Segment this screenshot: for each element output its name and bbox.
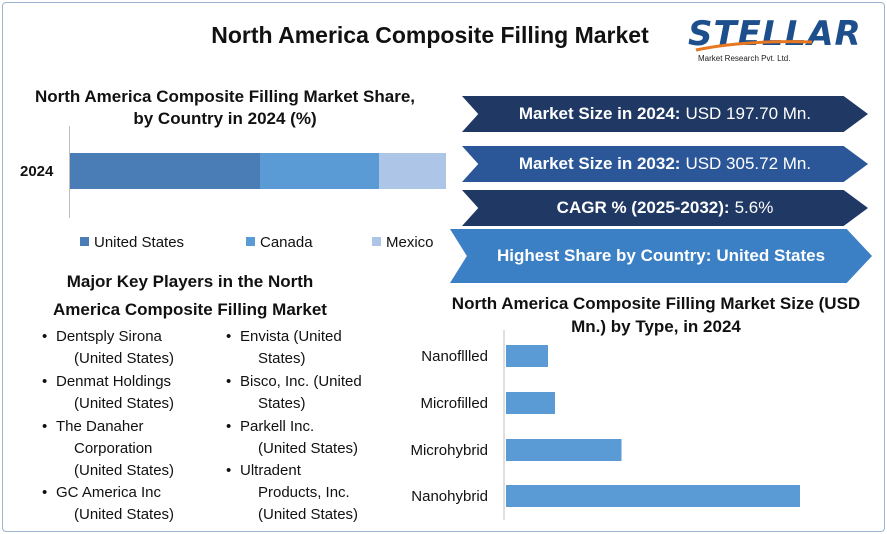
banner-value: USD 305.72 Mn. [685, 154, 812, 173]
type-bar [506, 345, 548, 367]
key-player-name-line: Bisco, Inc. (United [240, 373, 362, 390]
key-player-name-line: Envista (United [240, 328, 342, 345]
key-player-item: • Bisco, Inc. (United States) [226, 371, 362, 415]
type-bar [506, 392, 555, 414]
highest-share-banner: Highest Share by Country: United States [450, 229, 872, 283]
key-player-name-line: Dentsply Sirona [56, 328, 162, 345]
share-chart-title: North America Composite Filling Market S… [34, 87, 416, 128]
bullet-icon: • [42, 484, 48, 501]
type-category-label: Nanohybrid [411, 488, 488, 505]
share-bar-segment-canada [259, 153, 380, 189]
key-player-name-line: (United States) [258, 440, 359, 457]
legend-item: Mexico [372, 234, 434, 251]
stellar-logo: STELLAR Market Research Pvt. Ltd. [688, 8, 861, 70]
bullet-icon: • [226, 418, 232, 435]
legend-label: Canada [260, 234, 313, 251]
share-bar-segment-united-states [70, 153, 260, 189]
key-player-name-line: Denmat Holdings [56, 373, 172, 390]
key-player-name-line: (United States) [74, 395, 175, 412]
key-players-title: Major Key Players in the North America C… [53, 272, 327, 319]
key-player-name-line: (United States) [258, 506, 359, 523]
type-category-label: Microhybrid [410, 442, 488, 459]
market-size-2024-banner: Market Size in 2024: USD 197.70 Mn. [462, 96, 868, 132]
logo-subtitle: Market Research Pvt. Ltd. [698, 54, 791, 63]
legend-swatch [372, 237, 381, 246]
type-category-label: Nanofllled [421, 348, 488, 365]
banner-value: United States [716, 246, 826, 265]
key-player-item: • Denmat Holdings (United States) [42, 371, 174, 415]
key-player-name-line: Corporation [74, 440, 153, 457]
key-player-name-line: States) [258, 350, 306, 367]
legend-swatch [246, 237, 255, 246]
key-player-name-line: Parkell Inc. [240, 418, 315, 435]
legend-label: United States [94, 234, 185, 251]
key-player-item: • GC America Inc (United States) [42, 482, 174, 526]
banner-label: Highest Share by Country: [496, 246, 712, 265]
key-player-name-line: The Danaher [56, 418, 144, 435]
share-stacked-bar [70, 153, 446, 189]
bullet-icon: • [226, 373, 232, 390]
banner-label: Market Size in 2024: [518, 104, 681, 123]
key-player-name-line: Products, Inc. [258, 484, 350, 501]
bullet-icon: • [42, 418, 48, 435]
legend-item: Canada [246, 234, 313, 251]
bullet-icon: • [226, 462, 232, 479]
legend-item: United States [80, 234, 184, 251]
key-player-name-line: Ultradent [240, 462, 301, 479]
bullet-icon: • [42, 328, 48, 345]
key-player-item: • Parkell Inc. (United States) [226, 416, 358, 460]
bullet-icon: • [226, 328, 232, 345]
key-player-name-line: States) [258, 395, 306, 412]
key-player-name-line: (United States) [74, 462, 175, 479]
share-chart-axis [69, 126, 70, 218]
logo-swoosh-icon [695, 40, 813, 52]
legend-label: Mexico [386, 234, 434, 251]
share-chart-category-label: 2024 [20, 163, 54, 180]
key-player-item: • Ultradent Products, Inc. (United States) [226, 460, 358, 526]
legend-swatch [80, 237, 89, 246]
key-player-item: • Envista (United States) [226, 326, 342, 370]
key-player-name-line: (United States) [74, 350, 175, 367]
type-bar [506, 485, 800, 507]
cagr-banner: CAGR % (2025-2032): 5.6% [462, 190, 868, 226]
banner-label: CAGR % (2025-2032): [556, 198, 730, 217]
share-bar-segment-mexico [379, 153, 446, 189]
type-bar-chart: Nanofllled Microfilled Microhybrid Nanohybr… [410, 330, 800, 520]
market-size-2032-banner: Market Size in 2032: USD 305.72 Mn. [462, 146, 868, 182]
key-player-name-line: GC America Inc [56, 484, 162, 501]
type-category-label: Microfilled [420, 395, 488, 412]
type-chart-title: North America Composite Filling Market S… [451, 294, 861, 336]
banner-label: Market Size in 2032: [518, 154, 681, 173]
banner-value: 5.6% [734, 198, 774, 217]
banner-value: USD 197.70 Mn. [685, 104, 812, 123]
page-title: North America Composite Filling Market [211, 22, 649, 48]
key-player-item: • The Danaher Corporation (United States) [42, 416, 174, 482]
key-player-item: • Dentsply Sirona (United States) [42, 326, 174, 370]
bullet-icon: • [42, 373, 48, 390]
type-bar [506, 439, 622, 461]
key-player-name-line: (United States) [74, 506, 175, 523]
